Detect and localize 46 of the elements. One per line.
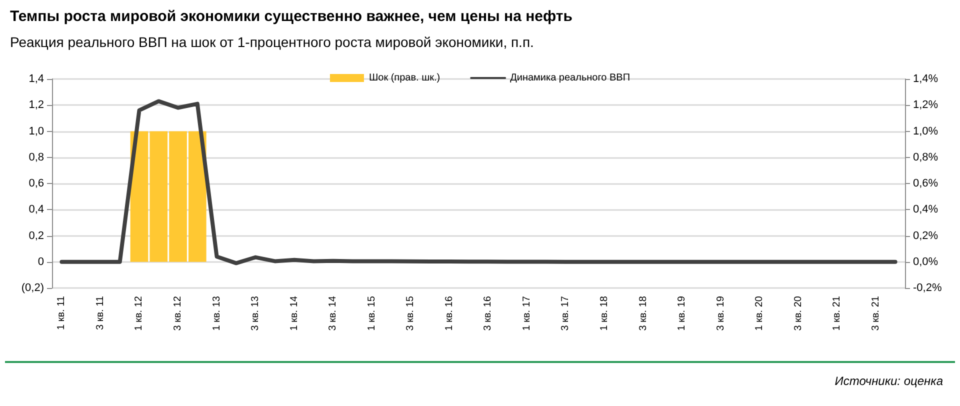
- x-tick-label: 1 кв. 13: [211, 296, 222, 331]
- x-tick-label: 1 кв. 12: [134, 296, 145, 331]
- y2-tick-label: 0,0%: [913, 256, 938, 268]
- x-tick-label: 3 кв. 16: [482, 296, 494, 331]
- line-series: [60, 99, 898, 266]
- y-tick-label: 0,4: [28, 204, 44, 216]
- y2-tick-label: 1,2%: [913, 99, 938, 112]
- x-tick-label: 3 кв. 15: [405, 296, 416, 331]
- x-tick-label: 1 кв. 15: [366, 296, 378, 331]
- y-tick-label: (0,2): [21, 282, 44, 294]
- x-tick-label: 1 кв. 17: [521, 296, 532, 331]
- x-tick-label: 1 кв. 20: [754, 296, 766, 331]
- legend-label: Шок (прав. шк.): [368, 72, 440, 84]
- y2-tick-label: 0,8%: [913, 151, 938, 164]
- x-tick-label: 3 кв. 18: [638, 296, 649, 331]
- x-tick-label: 3 кв. 20: [792, 296, 804, 331]
- y-tick-label: 1,4: [28, 73, 44, 85]
- y-tick-label: 1,2: [28, 99, 44, 112]
- x-tick-label: 1 кв. 14: [288, 296, 300, 331]
- y-tick-label: 0,2: [28, 230, 44, 242]
- y-tick-label: 0,8: [28, 151, 44, 164]
- x-tick-label: 1 кв. 11: [56, 296, 68, 330]
- y2-tick-label: 0,4%: [913, 204, 938, 216]
- y-tick-label: 1,0: [28, 125, 44, 138]
- x-tick-label: 3 кв. 12: [172, 296, 184, 331]
- y2-tick-label: 1,0%: [913, 125, 938, 138]
- x-tick-label: 1 кв. 21: [832, 296, 843, 331]
- text: Источники: оценка: [834, 374, 944, 388]
- x-tick-label: 1 кв. 16: [444, 296, 455, 331]
- y2-tick-label: 0,2%: [913, 230, 938, 242]
- chart-subtitle: Реакция реального ВВП на шок от 1-процентного роста мировой экономики, п.п.: [10, 34, 534, 50]
- x-tick-label: 3 кв. 13: [250, 296, 262, 331]
- y-tick-label: 0,6: [28, 178, 44, 190]
- x-tick-label: 3 кв. 14: [328, 296, 339, 331]
- y-tick-label: 0: [38, 256, 44, 268]
- x-tick-label: 1 кв. 18: [599, 296, 610, 331]
- y2-tick-label: 0,6%: [913, 178, 938, 190]
- chart-title: Темпы роста мировой экономики существенно важнее, чем цены на нефть: [10, 8, 572, 25]
- x-tick-label: 3 кв. 11: [94, 296, 106, 330]
- y2-tick-label: -0,2%: [913, 282, 942, 294]
- x-tick-label: 3 кв. 17: [560, 296, 572, 331]
- x-tick-label: 1 кв. 19: [676, 296, 688, 331]
- legend-label: Динамика реального ВВП: [510, 72, 630, 84]
- y2-tick-label: 1,4%: [913, 73, 938, 85]
- x-tick-label: 3 кв. 19: [715, 296, 726, 331]
- x-tick-label: 3 кв. 21: [870, 296, 882, 331]
